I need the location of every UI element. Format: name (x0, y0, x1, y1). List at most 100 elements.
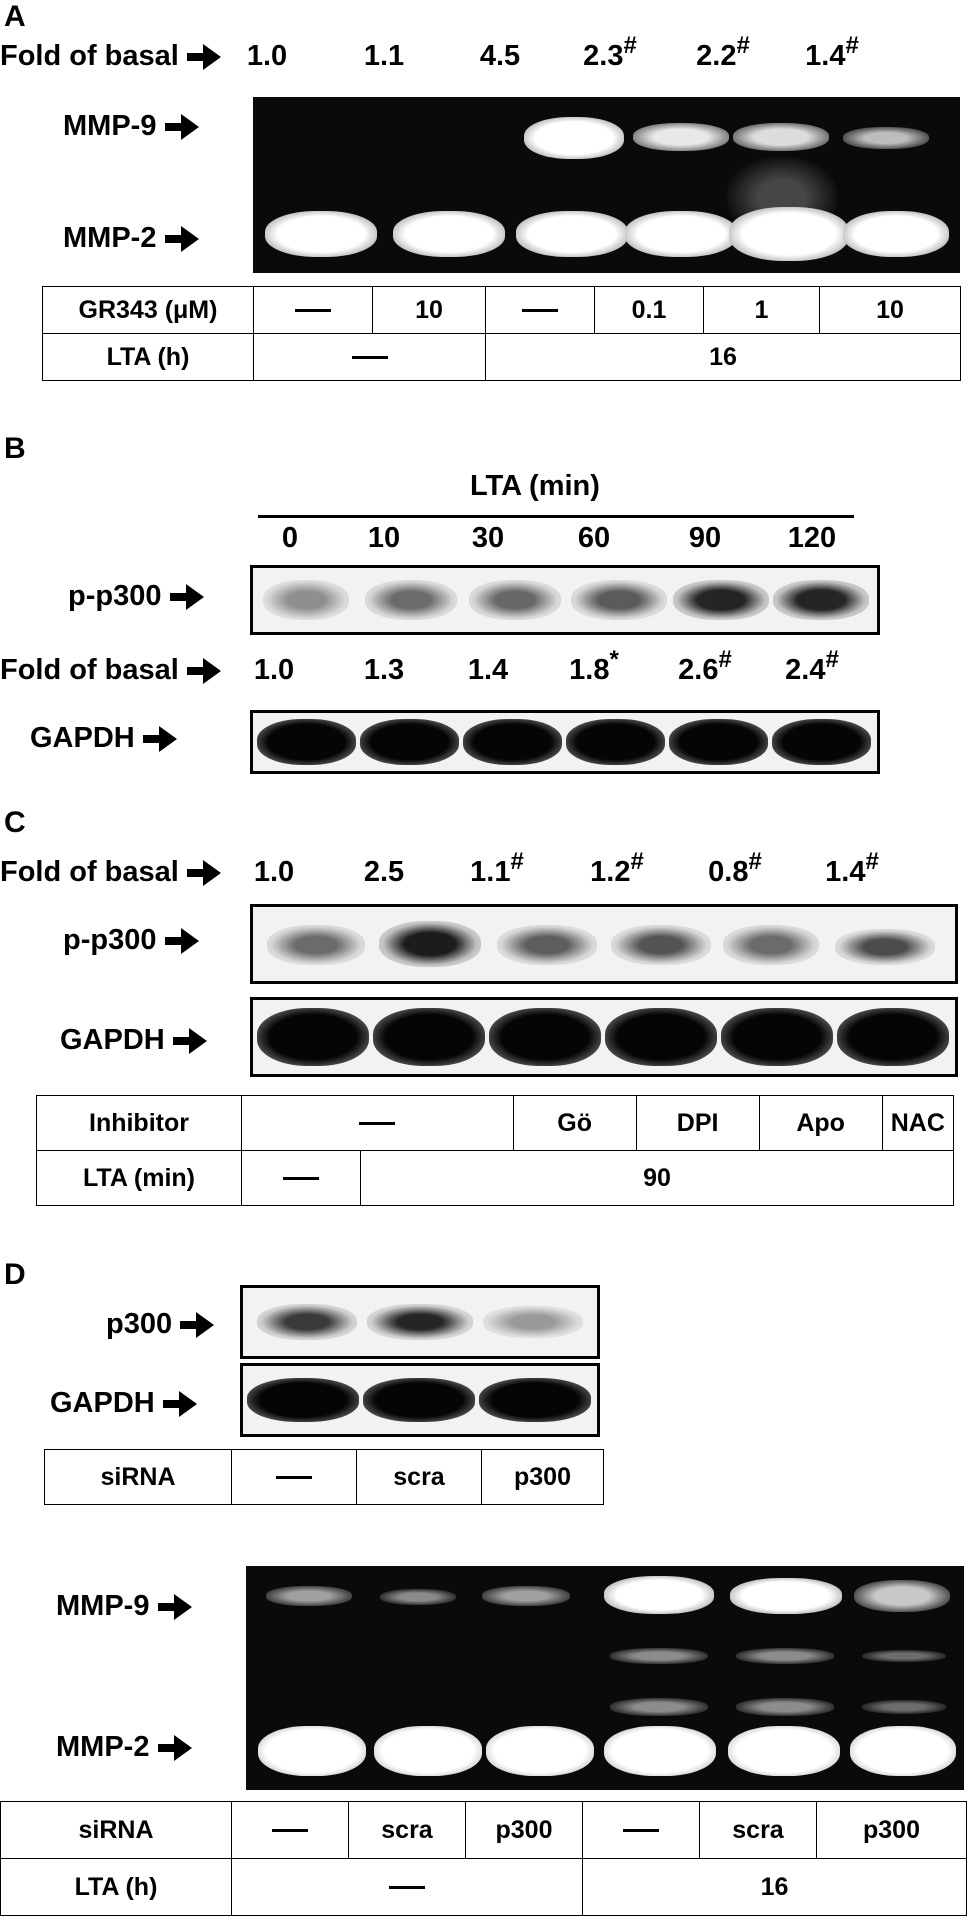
pp300-band (673, 580, 769, 620)
mid-band (862, 1650, 946, 1662)
panel-b-header-rule (258, 515, 854, 518)
sirna-label: siRNA (0, 1801, 232, 1859)
time-point-label: 90 (688, 522, 722, 554)
gapdh-band (257, 719, 356, 765)
gapdh-band (605, 1008, 717, 1066)
mmp2-band (728, 1726, 840, 1776)
gapdh-band (669, 719, 768, 765)
arrow-icon (164, 928, 199, 955)
sirna-cell-2: scra (356, 1449, 482, 1505)
gapdh-band (363, 1378, 475, 1422)
panel-a-mmp9-label: MMP-9 (63, 110, 199, 143)
lta-cell-2: 16 (582, 1858, 967, 1916)
mmp2-band (393, 211, 505, 257)
panel-c-conditions-table: Inhibitor Gö DPI Apo NAC LTA (min) 90 (36, 1095, 955, 1206)
pp300-band (365, 580, 457, 620)
sirna-cell-1 (231, 1801, 349, 1859)
gapdh-band (772, 719, 871, 765)
panel-a-fold-value: 1.0 (246, 40, 288, 72)
inhibitor-cell-4: Apo (758, 1095, 883, 1151)
arrow-icon (142, 726, 177, 753)
dash-icon (283, 1177, 319, 1181)
mmp2-band (843, 211, 949, 257)
arrow-icon (186, 658, 221, 685)
inhibitor-cell-5: NAC (881, 1095, 955, 1151)
gapdh-band (257, 1008, 369, 1066)
mmp9-band (843, 127, 929, 149)
arrow-icon (169, 584, 204, 611)
panel-a-fold-value: 4.5 (479, 40, 521, 72)
pp300-label-text: p-p300 (63, 924, 157, 956)
gapdh-band (463, 719, 562, 765)
time-point-label: 60 (577, 522, 611, 554)
pp300-band (267, 925, 365, 965)
dash-icon (522, 309, 558, 313)
dash-icon (623, 1829, 659, 1833)
pp300-band (723, 925, 819, 965)
mmp2-band (265, 211, 377, 257)
panel-d-gapdh-label: GAPDH (50, 1387, 197, 1420)
arrow-icon (157, 1735, 192, 1762)
panel-d-p300-blot (240, 1285, 600, 1359)
mmp2-band (516, 211, 628, 257)
mmp9-band (524, 117, 624, 159)
panel-d-gapdh-blot (240, 1363, 600, 1437)
sirna-row: siRNA scra p300 (44, 1449, 604, 1505)
panel-c-fold-value: 1.0 (253, 856, 295, 888)
panel-a-zymogram (253, 97, 960, 273)
dash-icon (295, 309, 331, 313)
panel-b-fold-value: 1.4 (467, 654, 509, 686)
mid-band (610, 1698, 708, 1716)
panel-d-p300-label: p300 (106, 1308, 215, 1341)
inhibitor-cell-3: DPI (635, 1095, 760, 1151)
gapdh-band (566, 719, 665, 765)
panel-b-gapdh-label: GAPDH (30, 722, 177, 755)
p300-band (367, 1304, 473, 1340)
panel-b-fold-value: 1.8* (569, 646, 619, 687)
pp300-band (263, 580, 349, 620)
mid-band (736, 1698, 834, 1716)
arrow-icon (164, 114, 199, 141)
panel-d-conditions-table: siRNA scra p300 scra p300 LTA (h) 16 (0, 1801, 967, 1916)
arrow-icon (186, 44, 221, 71)
lta-label: LTA (h) (42, 333, 254, 381)
arrow-icon (180, 1312, 215, 1339)
mmp2-band (625, 211, 737, 257)
mmp9-band (733, 123, 829, 151)
mmp9-band (604, 1576, 714, 1614)
sirna-cell-6: p300 (816, 1801, 967, 1859)
arrow-icon (157, 1594, 192, 1621)
arrow-icon (172, 1028, 207, 1055)
pp300-band (773, 580, 869, 620)
panel-b-fold-value: 1.0 (253, 654, 295, 686)
panel-c-pp300-label: p-p300 (63, 924, 199, 957)
panel-c-fold-value: 1.2# (590, 848, 644, 889)
mmp9-band (730, 1578, 842, 1614)
panel-d-sirna-table-top: siRNA scra p300 (44, 1449, 604, 1505)
panel-b-fold-label: Fold of basal (0, 654, 221, 687)
time-point-label: 10 (367, 522, 401, 554)
time-point-label: 30 (471, 522, 505, 554)
inhibitor-row: Inhibitor Gö DPI Apo NAC (36, 1095, 955, 1151)
pp300-band (379, 921, 481, 967)
panel-c-fold-label: Fold of basal (0, 856, 221, 889)
panel-c-fold-value: 1.1# (470, 848, 524, 889)
gr343-cell-1 (253, 286, 373, 334)
gr343-cell-2: 10 (372, 286, 486, 334)
gr343-cell-5: 1 (703, 286, 820, 334)
lta-row: LTA (h) 16 (0, 1858, 967, 1916)
panel-a-fold-value: 1.1 (363, 40, 405, 72)
panel-c-gapdh-label: GAPDH (60, 1024, 207, 1057)
mmp2-band (374, 1726, 482, 1776)
lta-cell-1 (231, 1858, 583, 1916)
gapdh-band (489, 1008, 601, 1066)
time-point-label: 120 (787, 522, 837, 554)
sirna-cell-4 (582, 1801, 700, 1859)
panel-b-letter: B (4, 432, 26, 465)
panel-b-pp300-blot (250, 565, 880, 635)
mmp2-label-text: MMP-2 (63, 222, 157, 254)
p300-band (483, 1306, 583, 1338)
lta-row: LTA (h) 16 (42, 333, 961, 381)
mmp9-band (266, 1586, 352, 1606)
inhibitor-cell-2: Gö (512, 1095, 637, 1151)
